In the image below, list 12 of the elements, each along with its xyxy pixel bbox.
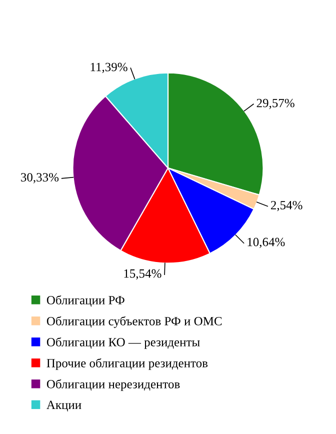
data-label: 2,54% [270,200,302,212]
data-label: 29,57% [256,98,294,110]
data-label: 10,64% [248,238,285,248]
legend-label: Облигации РФ [46,295,124,307]
legend-label: Прочие облигации резидентов [46,358,208,370]
data-label: 30,33% [21,173,59,184]
legend-label: Акции [46,400,82,412]
legend-label: Облигации КО — резиденты [46,337,200,349]
legend-label: Облигации субъектов РФ и ОМС [46,316,222,328]
data-label: 15,54% [124,269,162,280]
legend-label: Облигации нерезидентов [46,379,180,391]
data-label: 11,39% [90,62,128,74]
